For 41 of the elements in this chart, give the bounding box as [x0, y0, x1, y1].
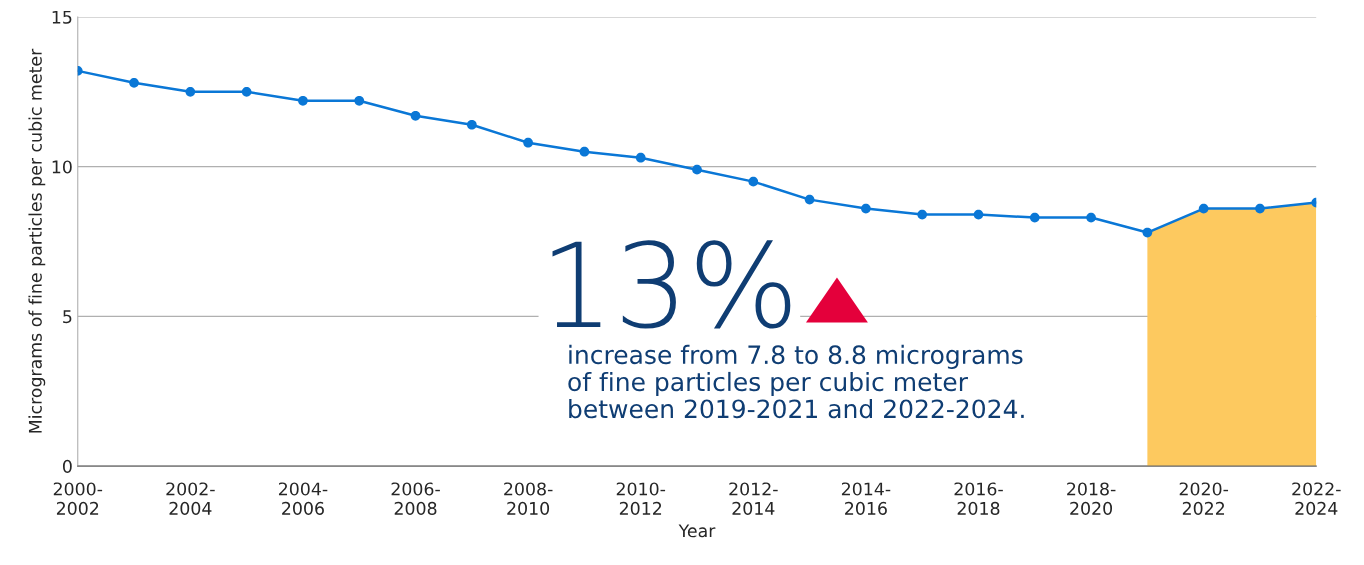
- y-axis-title: Micrograms of fine particles per cubic meter: [28, 48, 46, 433]
- point: [298, 95, 308, 106]
- x-tick-label: 2022- 2024: [1292, 482, 1341, 515]
- point: [917, 209, 928, 220]
- point: [410, 110, 421, 121]
- point: [973, 209, 984, 220]
- x-axis-title: Year: [678, 524, 716, 538]
- annotation: 13%: [552, 240, 791, 329]
- x-tick-label: 2012- 2014: [729, 482, 778, 515]
- x-tick-label: 2018- 2020: [1067, 482, 1116, 515]
- point: [635, 152, 646, 163]
- annotation: increase from 7.8 to 8.8 micrograms of fine particles per cubic meter between 2019-2021 and 2022-2024.: [568, 344, 1024, 419]
- y-tick-label: 0: [62, 459, 72, 473]
- point: [579, 146, 590, 157]
- x-tick-label: 2002- 2004: [166, 482, 215, 515]
- point: [861, 203, 871, 214]
- point: [129, 77, 139, 88]
- point: [185, 86, 196, 97]
- point: [1198, 203, 1209, 214]
- x-tick-label: 2016- 2018: [954, 482, 1003, 515]
- point: [466, 119, 477, 130]
- x-tick-label: 2006- 2008: [391, 482, 440, 515]
- x-tick-label: 2000- 2002: [53, 482, 103, 515]
- y-tick-label: 10: [52, 160, 72, 174]
- point: [748, 176, 759, 187]
- point: [1029, 212, 1040, 223]
- point: [1086, 212, 1096, 223]
- point: [692, 164, 702, 175]
- point: [1142, 227, 1153, 238]
- point: [241, 86, 252, 97]
- y-tick-label: 5: [63, 310, 72, 324]
- x-tick-label: 2004- 2006: [278, 482, 328, 515]
- point: [523, 137, 533, 148]
- x-tick-label: 2008- 2010: [504, 482, 553, 515]
- point: [354, 95, 365, 106]
- x-tick-label: 2014- 2016: [841, 482, 891, 515]
- x-tick-label: 2010- 2012: [616, 482, 666, 515]
- point: [1255, 203, 1265, 214]
- y-tick-label: 15: [52, 10, 72, 24]
- point: [804, 194, 815, 205]
- x-tick-label: 2020- 2022: [1179, 482, 1229, 515]
